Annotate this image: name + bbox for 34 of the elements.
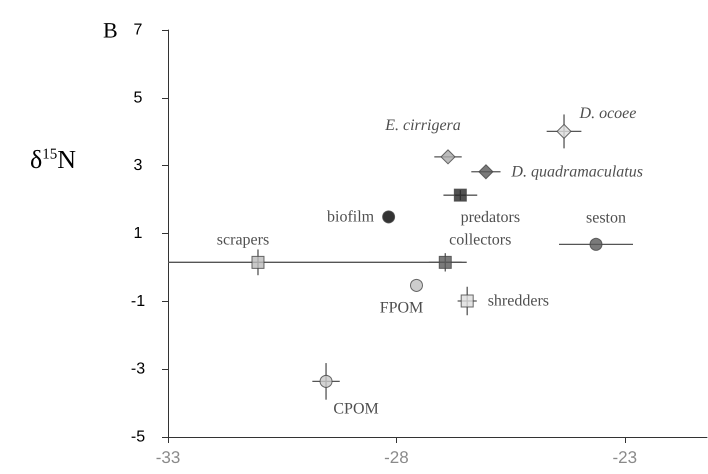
point — [438, 256, 452, 269]
point — [460, 294, 474, 308]
y-tick-label: 5 — [134, 89, 143, 106]
y-tick-label: 1 — [134, 225, 143, 242]
series-label: E. cirrigera — [384, 116, 461, 134]
point — [320, 374, 333, 388]
x-tick-label: -23 — [612, 448, 638, 467]
chart-title: B — [103, 18, 118, 42]
y-tick-label: -3 — [130, 360, 146, 378]
series-label: D. ocoee — [578, 104, 636, 122]
point — [590, 238, 603, 251]
x-tick-label: -33 — [156, 448, 180, 467]
series-label: D. quadramaculatus — [510, 163, 643, 180]
point — [251, 256, 264, 269]
point — [454, 188, 467, 202]
point — [382, 210, 396, 224]
point — [556, 124, 572, 139]
point — [440, 149, 456, 164]
series-label: biofilm — [327, 208, 375, 226]
y-tick-label: -1 — [130, 292, 146, 310]
point — [410, 278, 423, 292]
series-label: collectors — [449, 231, 512, 248]
y-tick-label: -5 — [130, 428, 146, 446]
series-label: FPOM — [380, 299, 424, 316]
y-tick-label: 3 — [134, 157, 143, 174]
point — [478, 164, 494, 180]
series-label: scrapers — [216, 231, 270, 248]
y-tick-label: 7 — [134, 22, 143, 38]
series-label: predators — [460, 209, 520, 226]
x-tick-label: -28 — [384, 448, 409, 467]
series-label: seston — [586, 209, 626, 226]
series-label: shredders — [488, 292, 550, 310]
series-label: CPOM — [333, 400, 379, 418]
y-axis-title: δ$^{15}$N — [30, 145, 76, 175]
